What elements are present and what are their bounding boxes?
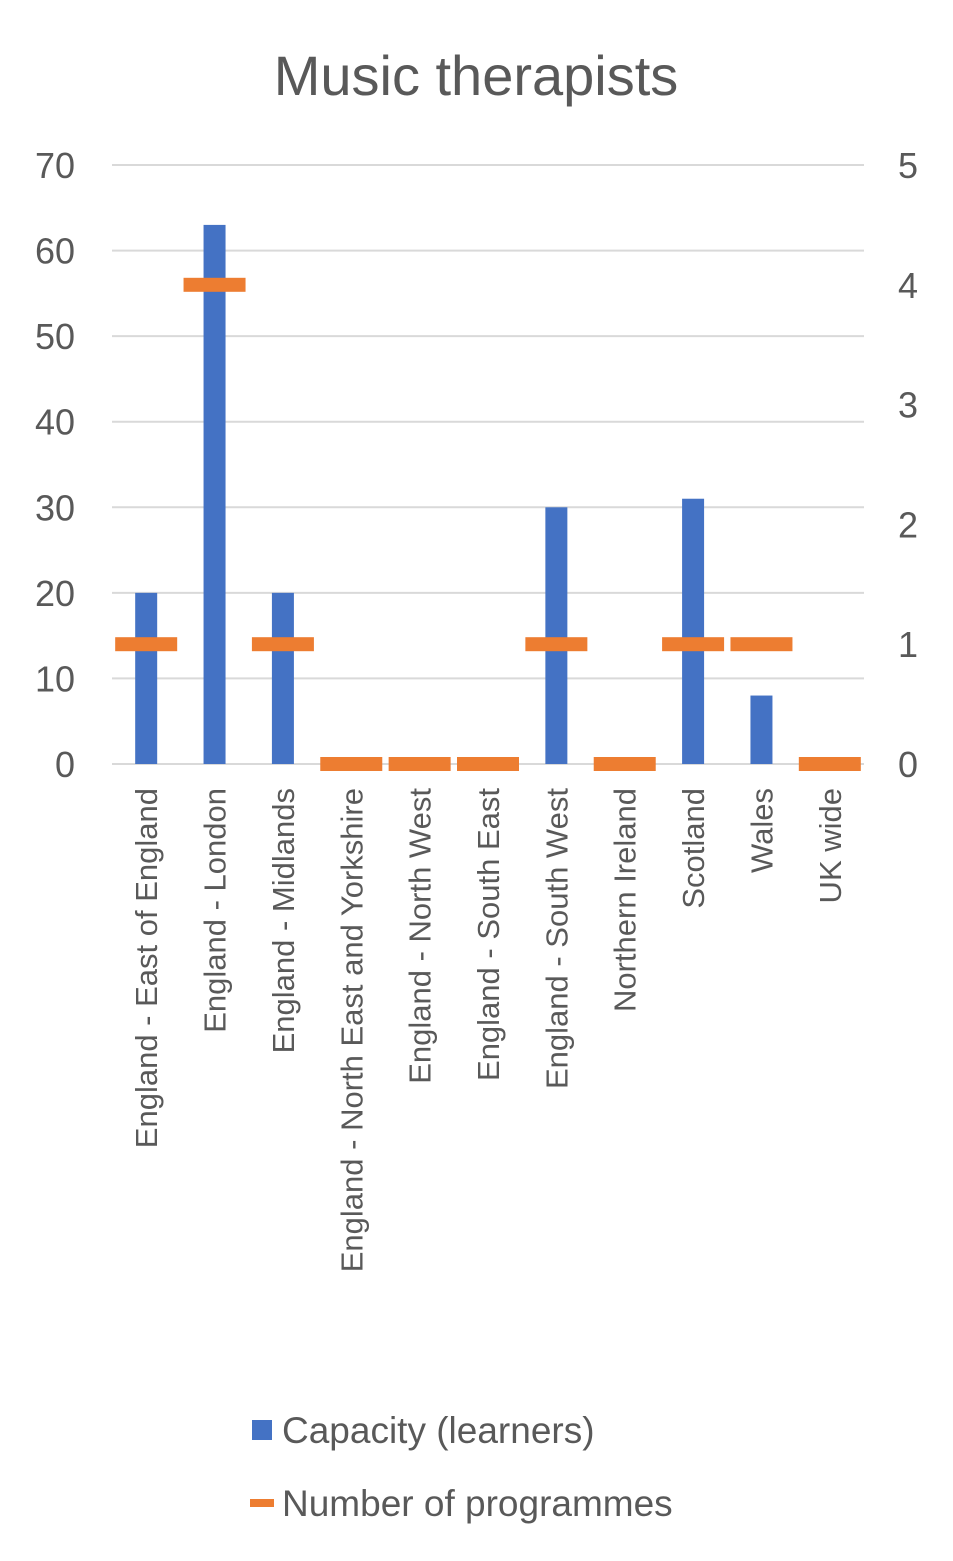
x-tick-label: England - South East [471, 788, 506, 1081]
secondary-y-tick-label: 4 [898, 265, 918, 306]
y-tick-label: 70 [35, 145, 75, 186]
x-tick-label: Northern Ireland [608, 788, 643, 1012]
x-tick-label: England - South West [539, 788, 574, 1089]
capacity-bars [135, 224, 773, 764]
y-tick-label: 0 [55, 744, 75, 785]
y-tick-label: 40 [35, 402, 75, 443]
secondary-y-axis-ticks: 0 1 2 3 4 5 [898, 145, 918, 785]
programme-marker [251, 637, 314, 652]
gridlines [112, 164, 864, 765]
legend-label-capacity: Capacity (learners) [282, 1410, 595, 1451]
x-tick-label: England - North West [403, 788, 438, 1084]
programme-marker [662, 637, 725, 652]
programme-marker [320, 757, 383, 771]
programme-marker [798, 757, 861, 771]
x-tick-label: Wales [744, 788, 779, 873]
programme-marker [525, 637, 588, 652]
x-tick-label: England - East of England [129, 788, 164, 1148]
capacity-bar [135, 592, 158, 764]
programme-marker [115, 637, 178, 652]
secondary-y-tick-label: 3 [898, 385, 918, 426]
y-tick-label: 20 [35, 573, 75, 614]
legend-swatch-programmes [250, 1499, 274, 1507]
x-axis-labels: England - East of England England - Londo… [129, 788, 848, 1273]
programme-marker [183, 277, 246, 292]
capacity-bar [203, 224, 226, 764]
y-axis-ticks: 0 10 20 30 40 50 60 70 [35, 145, 75, 785]
y-tick-label: 30 [35, 487, 75, 528]
capacity-bar [271, 592, 294, 764]
legend: Capacity (learners) Number of programmes [250, 1410, 673, 1524]
chart-title: Music therapists [274, 44, 679, 107]
programme-marker [730, 637, 793, 652]
legend-label-programmes: Number of programmes [282, 1483, 673, 1524]
x-tick-label: UK wide [813, 788, 848, 903]
capacity-bar [682, 498, 705, 764]
legend-swatch-capacity [252, 1420, 272, 1440]
programme-marker [593, 757, 656, 771]
y-tick-label: 50 [35, 316, 75, 357]
x-tick-label: England - London [198, 788, 233, 1033]
x-tick-label: England - North East and Yorkshire [334, 788, 369, 1272]
programme-markers [115, 277, 861, 771]
secondary-y-tick-label: 1 [898, 624, 918, 665]
capacity-bar [750, 695, 773, 764]
x-tick-label: Scotland [676, 788, 711, 909]
y-tick-label: 10 [35, 658, 75, 699]
x-tick-label: England - Midlands [266, 788, 301, 1053]
programme-marker [457, 757, 519, 771]
programme-marker [388, 757, 451, 771]
capacity-bar [545, 507, 568, 764]
secondary-y-tick-label: 2 [898, 504, 918, 545]
secondary-y-tick-label: 0 [898, 744, 918, 785]
secondary-y-tick-label: 5 [898, 145, 918, 186]
y-tick-label: 60 [35, 231, 75, 272]
